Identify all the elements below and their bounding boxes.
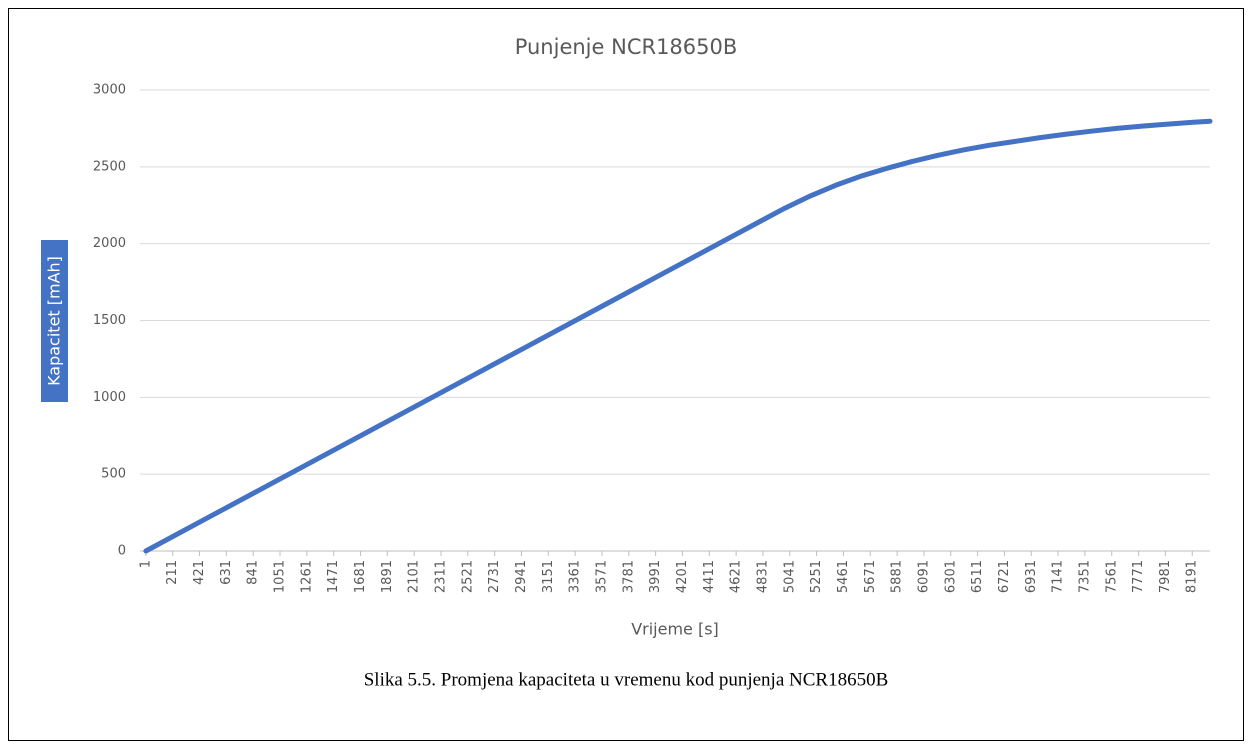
caption: Slika 5.5. Promjena kapaciteta u vremenu… xyxy=(364,669,889,690)
y-axis-title-box xyxy=(41,240,68,402)
y-tick-label: 500 xyxy=(101,467,126,482)
x-tick-label: 2941 xyxy=(514,560,529,593)
frame xyxy=(8,8,1244,741)
x-tick-label: 1891 xyxy=(380,560,395,593)
y-tick-label: 0 xyxy=(118,544,126,559)
x-tick-label: 5881 xyxy=(890,560,905,593)
x-tick-label: 7981 xyxy=(1158,560,1173,593)
y-axis-title: Kapacitet [mAh] xyxy=(45,256,64,386)
x-tick-label: 5251 xyxy=(809,560,824,593)
x-tick-label: 421 xyxy=(192,560,207,585)
chart-title: Punjenje NCR18650B xyxy=(515,35,738,59)
x-tick-label: 4831 xyxy=(755,560,770,593)
x-tick-label: 5461 xyxy=(836,560,851,593)
x-tick-label: 3781 xyxy=(621,560,636,593)
x-tick-label: 2311 xyxy=(434,560,449,593)
x-tick-label: 3361 xyxy=(568,560,583,593)
x-tick-label: 5671 xyxy=(863,560,878,593)
x-tick-label: 1261 xyxy=(299,560,314,593)
y-tick-label: 3000 xyxy=(93,83,126,98)
x-tick-label: 6931 xyxy=(1024,560,1039,593)
x-tick-label: 4201 xyxy=(675,560,690,593)
y-tick-label: 1500 xyxy=(93,313,126,328)
x-tick-label: 2731 xyxy=(487,560,502,593)
x-tick-label: 1681 xyxy=(353,560,368,593)
x-axis-title: Vrijeme [s] xyxy=(631,620,719,639)
x-tick-label: 6511 xyxy=(970,560,985,593)
x-tick-label: 6091 xyxy=(916,560,931,593)
x-tick-label: 4621 xyxy=(729,560,744,593)
x-tick-label: 6301 xyxy=(943,560,958,593)
x-tick-label: 3151 xyxy=(541,560,556,593)
x-tick-label: 8191 xyxy=(1185,560,1200,593)
x-tick-label: 841 xyxy=(246,560,261,585)
x-tick-label: 211 xyxy=(165,560,180,585)
x-tick-label: 1 xyxy=(138,560,153,568)
x-tick-label: 3991 xyxy=(648,560,663,593)
x-tick-label: 7351 xyxy=(1077,560,1092,593)
x-tick-label: 7561 xyxy=(1104,560,1119,593)
x-tick-label: 1051 xyxy=(273,560,288,593)
x-tick-label: 7141 xyxy=(1051,560,1066,593)
x-tick-label: 3571 xyxy=(594,560,609,593)
x-tick-label: 1471 xyxy=(326,560,341,593)
x-tick-label: 6721 xyxy=(997,560,1012,593)
y-tick-label: 1000 xyxy=(93,390,126,405)
y-tick-label: 2500 xyxy=(93,159,126,174)
data-line xyxy=(143,118,1213,554)
x-tick-label: 4411 xyxy=(702,560,717,593)
x-tick-label: 7771 xyxy=(1131,560,1146,593)
x-tick-label: 631 xyxy=(219,560,234,585)
x-tick-label: 2521 xyxy=(460,560,475,593)
x-tick-label: 2101 xyxy=(407,560,422,593)
x-tick-label: 5041 xyxy=(782,560,797,593)
y-tick-label: 2000 xyxy=(93,236,126,251)
